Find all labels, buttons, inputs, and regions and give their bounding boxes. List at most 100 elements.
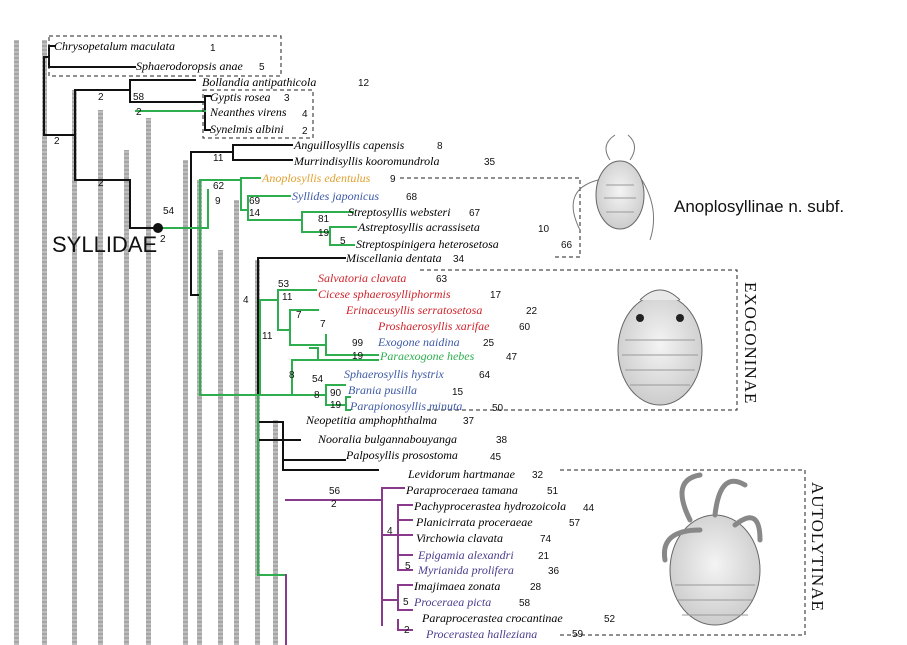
support-value: 8	[314, 390, 320, 401]
taxon-number: 22	[526, 306, 538, 317]
taxon-label: Chrysopetalum maculata	[54, 39, 175, 53]
support-value: 19	[318, 228, 330, 239]
taxon-number: 4	[302, 109, 308, 120]
support-value: 2	[160, 234, 166, 245]
taxon-number: 47	[506, 352, 518, 363]
support-value: 5	[405, 561, 411, 572]
taxon-label: Astreptosyllis acrassiseta	[357, 220, 480, 234]
taxon-label: Syllides japonicus	[292, 189, 379, 203]
support-values: 2 2 2 58 2 11 62 9 54 2 69 14 81 19 5 4 …	[54, 92, 411, 636]
taxon-label: Anoplosyllis edentulus	[261, 171, 371, 185]
label-exogoninae: EXOGONINAE	[741, 282, 760, 404]
support-value: 11	[262, 331, 273, 342]
support-value: 2	[98, 92, 104, 103]
taxon-number: 74	[540, 534, 552, 545]
support-value: 54	[163, 206, 175, 217]
taxon-number: 51	[547, 486, 559, 497]
taxon-label: Exogone naidina	[377, 335, 460, 349]
support-value: 11	[213, 153, 224, 164]
taxon-label: Streptospinigera heterosetosa	[356, 237, 499, 251]
taxon-label: Sphaerosyllis hystrix	[344, 367, 445, 381]
support-value: 90	[330, 388, 342, 399]
taxon-number: 45	[490, 452, 502, 463]
taxon-label: Streptosyllis websteri	[348, 205, 451, 219]
label-syllidae: SYLLIDAE	[52, 232, 157, 257]
support-value: 58	[133, 92, 145, 103]
support-value: 8	[289, 370, 295, 381]
support-value: 62	[213, 181, 225, 192]
taxon-label: Imajimaea zonata	[413, 579, 500, 593]
taxon-label: Epigamia alexandri	[417, 548, 514, 562]
taxon-number: 21	[538, 551, 550, 562]
taxon-label: Planicirrata proceraeae	[415, 515, 533, 529]
taxon-label: Salvatoria clavata	[318, 271, 406, 285]
taxon-label: Neanthes virens	[209, 105, 287, 119]
support-value: 2	[404, 625, 410, 636]
support-value: 7	[296, 310, 302, 321]
support-value: 19	[330, 400, 342, 411]
taxon-label: Pachyprocerastea hydrozoicola	[413, 499, 566, 513]
taxon-label: Miscellania dentata	[345, 251, 442, 265]
taxon-label: Palposyllis prosostoma	[345, 448, 458, 462]
taxon-number: 44	[583, 503, 595, 514]
taxon-label: Brania pusilla	[348, 383, 417, 397]
worm-illustration-exogoninae	[617, 289, 703, 406]
taxon-label: Proceraea picta	[413, 595, 491, 609]
taxon-number: 58	[519, 598, 531, 609]
taxon-label: Proshaerosyllis xarifae	[377, 319, 490, 333]
taxon-label: Bollandia antipathicola	[202, 75, 316, 89]
taxon-label: Virchowia clavata	[416, 531, 503, 545]
support-value: 19	[352, 351, 364, 362]
taxon-number: 37	[463, 416, 475, 427]
taxon-number: 2	[302, 126, 308, 137]
worm-illustration-anoplosyllinae	[572, 134, 655, 241]
taxon-number: 1	[210, 43, 216, 54]
support-value: 14	[249, 208, 261, 219]
taxa-labels: Chrysopetalum maculata 1 Sphaerodoropsis…	[54, 39, 616, 641]
taxon-number: 17	[490, 290, 502, 301]
taxon-label: Paraexogone hebes	[379, 349, 475, 363]
support-value: 4	[243, 295, 249, 306]
taxon-label: Paraproceraea tamana	[405, 483, 518, 497]
worm-illustration-autolytinae	[661, 472, 763, 626]
taxon-label: Parapionosyllis minuta	[349, 399, 462, 413]
support-value: 81	[318, 214, 330, 225]
taxon-label: Erinaceusyllis serratosetosa	[345, 303, 482, 317]
taxon-number: 9	[390, 174, 396, 185]
taxon-number: 52	[604, 614, 616, 625]
support-value: 2	[331, 499, 337, 510]
support-value: 53	[278, 279, 290, 290]
taxon-label: Cicese sphaerosylliphormis	[318, 287, 451, 301]
taxon-number: 36	[548, 566, 560, 577]
taxon-number: 57	[569, 518, 581, 529]
taxon-number: 28	[530, 582, 542, 593]
support-value: 69	[249, 196, 261, 207]
taxon-label: Neopetitia amphophthalma	[305, 413, 437, 427]
taxon-label: Gyptis rosea	[210, 90, 271, 104]
support-value: 5	[340, 236, 346, 247]
taxon-number: 38	[496, 435, 508, 446]
taxon-number: 25	[483, 338, 495, 349]
taxon-number: 66	[561, 240, 573, 251]
taxon-label: Procerastea halleziana	[425, 627, 537, 641]
taxon-number: 15	[452, 387, 464, 398]
taxon-number: 32	[532, 470, 544, 481]
label-anoplosyllinae: Anoplosyllinae n. subf.	[674, 197, 844, 216]
support-value: 56	[329, 486, 341, 497]
support-value: 9	[215, 196, 221, 207]
support-value: 2	[136, 107, 142, 118]
dashed-boxes	[48, 35, 806, 636]
taxon-number: 59	[572, 629, 584, 640]
taxon-number: 8	[437, 141, 443, 152]
taxon-label: Nooralia bulgannabouyanga	[317, 432, 457, 446]
taxon-number: 67	[469, 208, 481, 219]
taxon-label: Sphaerodoropsis anae	[136, 59, 243, 73]
node-dot	[153, 223, 163, 233]
support-value: 4	[387, 526, 393, 537]
taxon-label: Levidorum hartmanae	[407, 467, 516, 481]
support-value: 99	[352, 338, 364, 349]
taxon-number: 5	[259, 62, 265, 73]
taxon-number: 63	[436, 274, 448, 285]
support-value: 2	[98, 178, 104, 189]
